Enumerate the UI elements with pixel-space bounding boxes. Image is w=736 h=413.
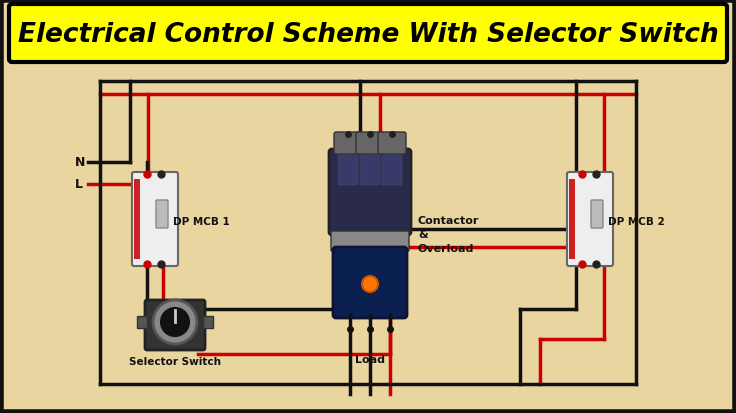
FancyBboxPatch shape: [382, 156, 402, 185]
FancyBboxPatch shape: [338, 156, 358, 185]
Bar: [569, 180, 575, 259]
Bar: [203, 316, 213, 328]
FancyBboxPatch shape: [156, 201, 168, 228]
Text: Selector Switch: Selector Switch: [129, 356, 221, 366]
FancyBboxPatch shape: [132, 173, 178, 266]
FancyBboxPatch shape: [360, 156, 380, 185]
FancyBboxPatch shape: [329, 150, 411, 235]
FancyBboxPatch shape: [334, 133, 362, 154]
Circle shape: [362, 276, 378, 292]
Bar: [134, 180, 140, 259]
Text: N: N: [75, 156, 85, 169]
Circle shape: [153, 300, 197, 344]
Text: Electrical Control Scheme With Selector Switch: Electrical Control Scheme With Selector …: [18, 22, 718, 48]
FancyBboxPatch shape: [567, 173, 613, 266]
Text: DP MCB 2: DP MCB 2: [608, 216, 665, 226]
FancyBboxPatch shape: [145, 300, 205, 350]
FancyBboxPatch shape: [331, 231, 409, 252]
FancyBboxPatch shape: [356, 133, 384, 154]
Circle shape: [161, 308, 189, 336]
Text: L: L: [75, 178, 83, 191]
FancyBboxPatch shape: [378, 133, 406, 154]
Text: Contactor
&
Overload: Contactor & Overload: [418, 216, 479, 254]
FancyBboxPatch shape: [591, 201, 603, 228]
Text: DP MCB 1: DP MCB 1: [173, 216, 230, 226]
Bar: [137, 316, 147, 328]
Text: Load: Load: [355, 354, 385, 364]
FancyBboxPatch shape: [333, 247, 407, 318]
FancyBboxPatch shape: [9, 5, 727, 63]
